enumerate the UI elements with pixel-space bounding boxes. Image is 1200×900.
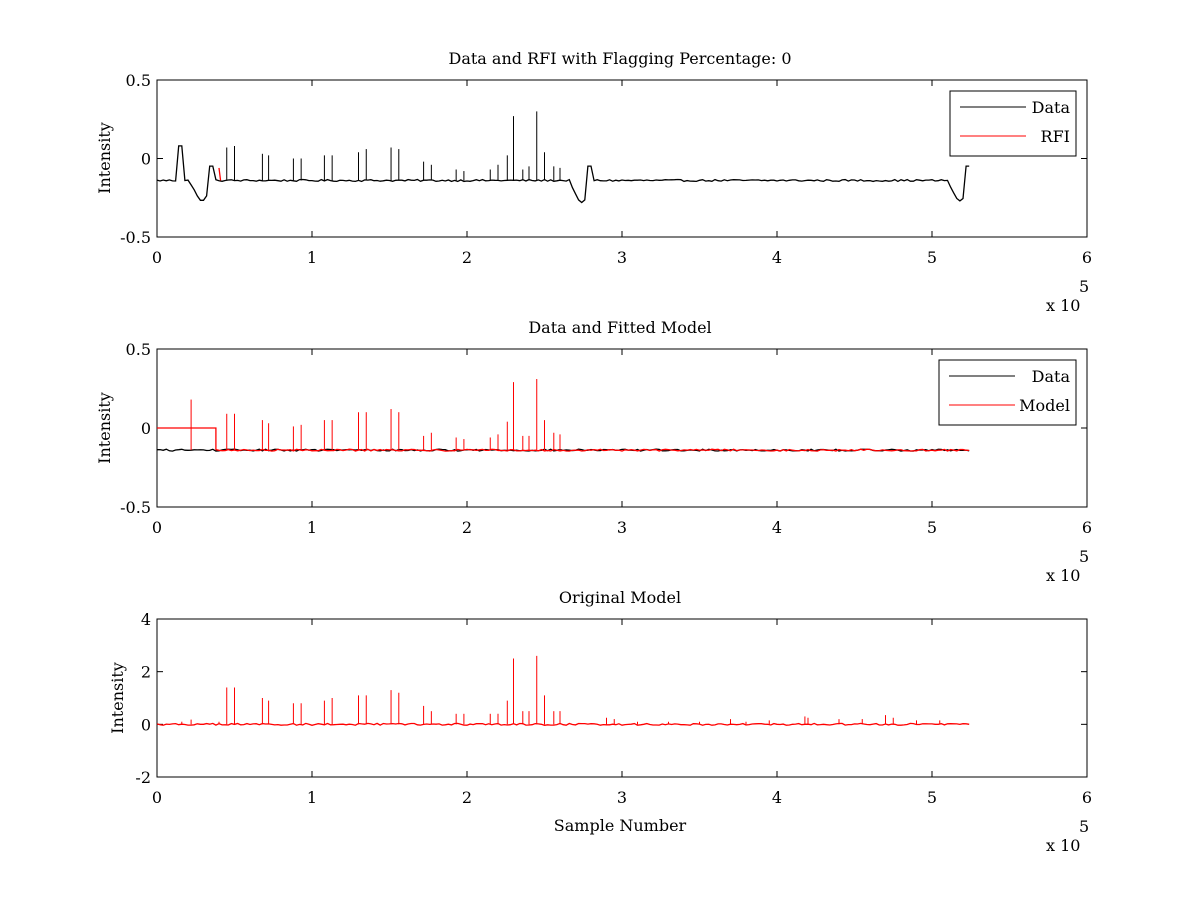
axes-box — [156, 79, 1088, 238]
chart-title: Original Model — [559, 588, 681, 607]
legend-label: RFI — [1041, 127, 1070, 146]
legend-box — [949, 90, 1077, 157]
x-exponent-label: x 10 — [1046, 296, 1080, 315]
x-tick-label: 0 — [152, 248, 162, 267]
y-tick-label: 0 — [141, 715, 151, 734]
model-offset-segment — [157, 427, 217, 451]
x-tick-label: 5 — [927, 788, 937, 807]
x-tick-label: 6 — [1082, 518, 1092, 537]
legend: Data RFI — [949, 90, 1077, 157]
x-exponent-label: x 10 — [1046, 836, 1080, 855]
subplot-fitted-model: Data and Fitted Model Intensity 0 1 2 3 4 5 6 -… — [95, 318, 1092, 585]
series-line — [156, 722, 970, 726]
x-tick-label: 2 — [462, 518, 472, 537]
y-axis-label: Intensity — [108, 662, 127, 734]
y-tick-label: -0.5 — [120, 228, 151, 247]
legend-box — [938, 359, 1077, 426]
x-tick-label: 1 — [307, 788, 317, 807]
x-tick-label: 6 — [1082, 788, 1092, 807]
series-line — [215, 448, 970, 452]
x-tick-label: 1 — [307, 248, 317, 267]
x-tick-label: 3 — [617, 518, 627, 537]
series-line — [218, 167, 222, 181]
y-axis-label: Intensity — [95, 392, 114, 464]
y-axis-label: Intensity — [95, 122, 114, 194]
legend: Data Model — [938, 359, 1077, 426]
chart-title: Data and RFI with Flagging Percentage: 0 — [448, 49, 791, 68]
y-tick-label: -0.5 — [120, 498, 151, 517]
x-tick-label: 3 — [617, 248, 627, 267]
subplot-rfi: Data and RFI with Flagging Percentage: 0… — [95, 49, 1092, 315]
axes-box — [156, 618, 1088, 778]
x-tick-label: 4 — [772, 518, 782, 537]
x-tick-label: 0 — [152, 788, 162, 807]
x-tick-label: 1 — [307, 518, 317, 537]
y-tick-label: 0 — [141, 419, 151, 438]
x-tick-label: 0 — [152, 518, 162, 537]
chart-title: Data and Fitted Model — [528, 318, 711, 337]
legend-label: Data — [1032, 98, 1071, 117]
x-tick-label: 2 — [462, 788, 472, 807]
legend-label: Data — [1032, 367, 1071, 386]
series-line — [156, 145, 970, 204]
y-tick-label: 0.5 — [126, 71, 151, 90]
x-tick-label: 4 — [772, 788, 782, 807]
y-tick-label: 0.5 — [126, 340, 151, 359]
subplot-original-model: Original Model Intensity Sample Number 0… — [108, 588, 1092, 855]
x-tick-label: 5 — [927, 518, 937, 537]
legend-label: Model — [1019, 396, 1070, 415]
x-exponent: 5 — [1079, 277, 1089, 296]
x-tick-label: 6 — [1082, 248, 1092, 267]
x-tick-label: 3 — [617, 788, 627, 807]
x-tick-label: 4 — [772, 248, 782, 267]
y-tick-label: 0 — [141, 150, 151, 169]
x-exponent-label: x 10 — [1046, 566, 1080, 585]
x-axis-label: Sample Number — [554, 816, 687, 835]
y-tick-label: -2 — [135, 768, 151, 787]
x-tick-label: 2 — [462, 248, 472, 267]
y-tick-label: 4 — [141, 610, 151, 629]
x-exponent: 5 — [1079, 547, 1089, 566]
x-tick-label: 5 — [927, 248, 937, 267]
x-exponent: 5 — [1079, 817, 1089, 836]
y-tick-label: 2 — [141, 663, 151, 682]
